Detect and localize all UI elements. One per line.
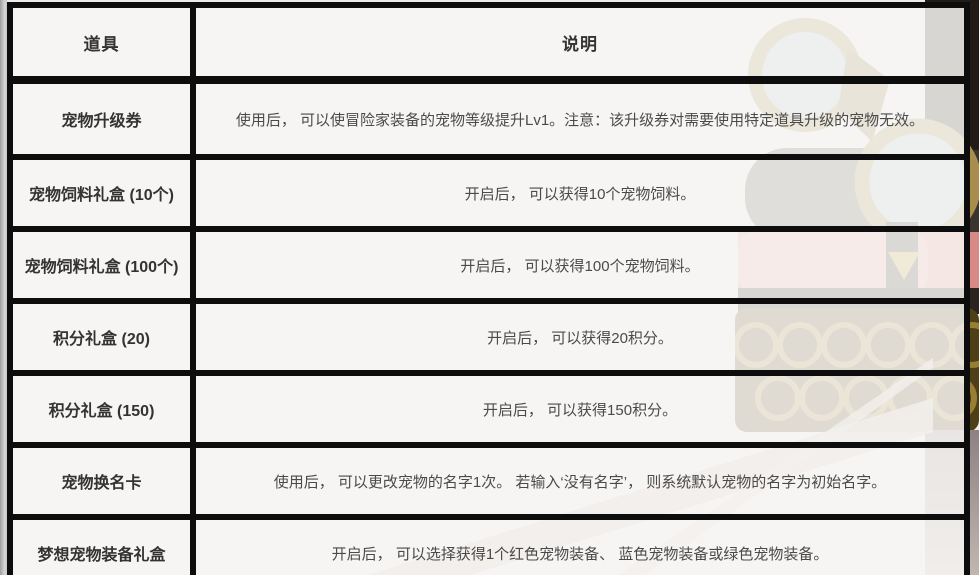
table-row: 宠物饲料礼盒 (10个) 开启后， 可以获得10个宠物饲料。: [7, 154, 970, 232]
table-row: 积分礼盒 (150) 开启后， 可以获得150积分。: [7, 370, 970, 448]
item-description-cell: 开启后， 可以获得150积分。: [190, 370, 970, 448]
items-table: 道具 说明 宠物升级券 使用后， 可以使冒险家装备的宠物等级提升Lv1。注意：该升…: [7, 2, 970, 575]
item-description-cell: 开启后， 可以获得100个宠物饲料。: [190, 226, 970, 304]
item-description-cell: 开启后， 可以获得20积分。: [190, 298, 970, 376]
table-row: 梦想宠物装备礼盒 开启后， 可以选择获得1个红色宠物装备、 蓝色宠物装备或绿色宠物…: [7, 514, 970, 575]
item-name-cell: 梦想宠物装备礼盒: [7, 514, 196, 575]
item-description-cell: 使用后， 可以更改宠物的名字1次。 若输入‘没有名字’， 则系统默认宠物的名字为…: [190, 442, 970, 520]
item-description-cell: 使用后， 可以使冒险家装备的宠物等级提升Lv1。注意：该升级券对需要使用特定道具…: [190, 77, 970, 160]
table-row: 宠物升级券 使用后， 可以使冒险家装备的宠物等级提升Lv1。注意：该升级券对需要使…: [7, 77, 970, 160]
left-edge-strip: [0, 0, 7, 575]
column-header-description: 说明: [190, 2, 970, 84]
item-description-cell: 开启后， 可以获得10个宠物饲料。: [190, 154, 970, 232]
header-row: 道具 说明: [7, 2, 970, 84]
table-row: 宠物换名卡 使用后， 可以更改宠物的名字1次。 若输入‘没有名字’， 则系统默认宠…: [7, 442, 970, 520]
table-row: 积分礼盒 (20) 开启后， 可以获得20积分。: [7, 298, 970, 376]
item-name-cell: 积分礼盒 (20): [7, 298, 196, 376]
item-name-cell: 宠物饲料礼盒 (10个): [7, 154, 196, 232]
column-header-item: 道具: [7, 2, 196, 84]
table-row: 宠物饲料礼盒 (100个) 开启后， 可以获得100个宠物饲料。: [7, 226, 970, 304]
item-name-cell: 宠物换名卡: [7, 442, 196, 520]
item-name-cell: 宠物升级券: [7, 77, 196, 160]
item-description-cell: 开启后， 可以选择获得1个红色宠物装备、 蓝色宠物装备或绿色宠物装备。: [190, 514, 970, 575]
item-name-cell: 宠物饲料礼盒 (100个): [7, 226, 196, 304]
item-name-cell: 积分礼盒 (150): [7, 370, 196, 448]
